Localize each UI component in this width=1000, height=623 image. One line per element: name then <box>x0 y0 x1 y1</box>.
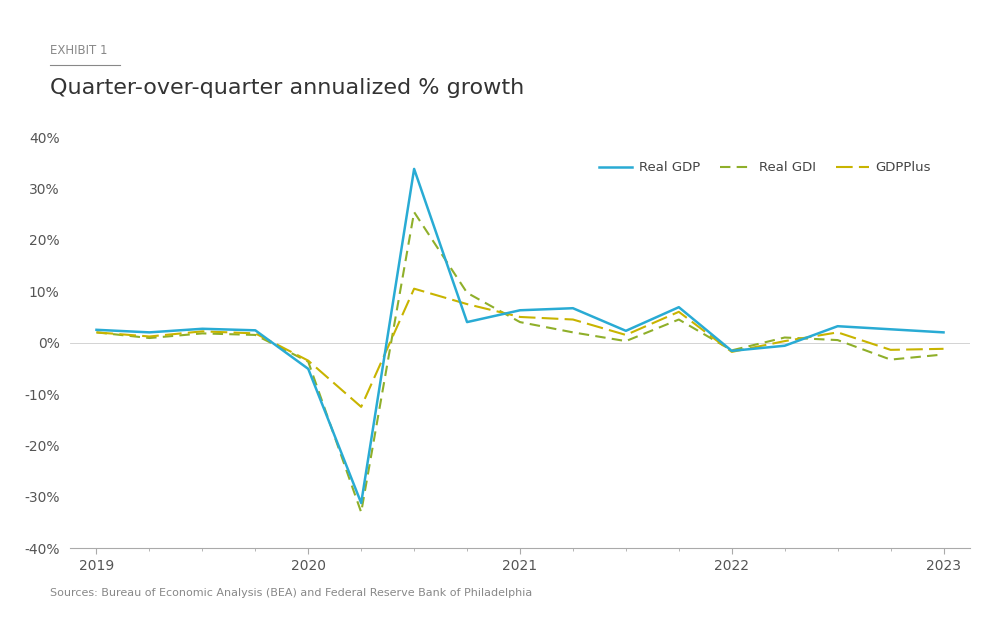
Line: GDPPlus: GDPPlus <box>96 288 944 407</box>
Real GDP <box>885 326 897 333</box>
Text: Quarter-over-quarter annualized % growth: Quarter-over-quarter annualized % growth <box>50 78 524 98</box>
GDPPlus <box>620 331 632 339</box>
Real GDI <box>514 318 526 326</box>
Real GDI <box>196 330 208 337</box>
Real GDI <box>302 358 314 366</box>
Real GDI <box>249 331 261 339</box>
Real GDP <box>408 165 420 173</box>
GDPPlus <box>832 329 844 336</box>
Text: EXHIBIT 1: EXHIBIT 1 <box>50 44 108 57</box>
Real GDI <box>779 334 791 341</box>
Real GDI <box>90 329 102 336</box>
Real GDI <box>355 508 367 516</box>
Real GDP <box>461 318 473 326</box>
GDPPlus <box>302 357 314 364</box>
Real GDI <box>673 316 685 323</box>
Text: Sources: Bureau of Economic Analysis (BEA) and Federal Reserve Bank of Philadelp: Sources: Bureau of Economic Analysis (BE… <box>50 588 532 598</box>
GDPPlus <box>567 316 579 323</box>
Real GDP <box>196 325 208 333</box>
Real GDP <box>90 326 102 333</box>
Real GDP <box>143 329 155 336</box>
Real GDI <box>885 356 897 363</box>
GDPPlus <box>249 330 261 337</box>
GDPPlus <box>461 300 473 308</box>
GDPPlus <box>90 329 102 336</box>
Real GDI <box>832 336 844 344</box>
Real GDP <box>302 365 314 373</box>
Real GDP <box>249 326 261 334</box>
GDPPlus <box>885 346 897 354</box>
Legend: Real GDP, Real GDI, GDPPlus: Real GDP, Real GDI, GDPPlus <box>594 156 936 179</box>
GDPPlus <box>673 308 685 315</box>
GDPPlus <box>779 338 791 345</box>
GDPPlus <box>726 348 738 356</box>
Real GDI <box>461 289 473 297</box>
Real GDP <box>726 347 738 354</box>
GDPPlus <box>514 313 526 321</box>
Real GDI <box>408 208 420 216</box>
Line: Real GDP: Real GDP <box>96 169 944 503</box>
Real GDP <box>779 342 791 350</box>
GDPPlus <box>196 328 208 335</box>
Real GDP <box>673 303 685 311</box>
GDPPlus <box>408 285 420 292</box>
Real GDP <box>567 305 579 312</box>
Real GDI <box>938 351 950 358</box>
Real GDP <box>938 329 950 336</box>
Real GDP <box>620 327 632 335</box>
Real GDI <box>143 335 155 342</box>
Real GDI <box>620 338 632 345</box>
Line: Real GDI: Real GDI <box>96 212 944 512</box>
Real GDI <box>726 346 738 354</box>
Real GDP <box>355 499 367 506</box>
Real GDI <box>567 329 579 336</box>
GDPPlus <box>355 403 367 411</box>
Real GDP <box>832 323 844 330</box>
GDPPlus <box>143 333 155 340</box>
Real GDP <box>514 307 526 314</box>
GDPPlus <box>938 345 950 353</box>
